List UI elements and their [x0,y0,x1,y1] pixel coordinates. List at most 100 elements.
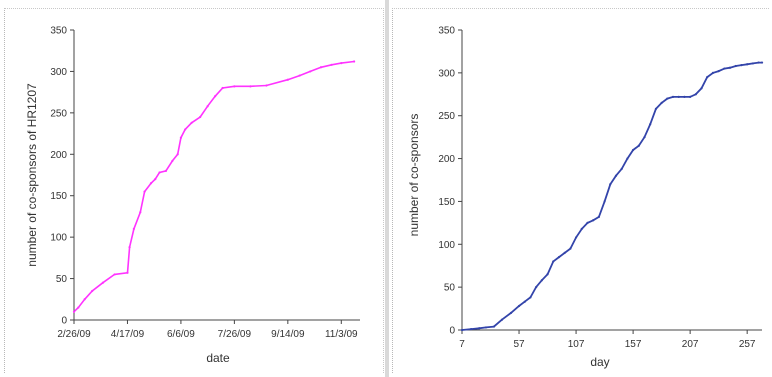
left-series-line [73,60,355,313]
left-data-point [353,60,356,63]
left-data-point [77,306,80,309]
left-data-point [340,62,343,65]
right-y-tick-label: 300 [438,68,455,79]
right-data-point [517,304,521,308]
left-x-tick-label: 4/17/09 [111,329,145,340]
left-data-point [184,128,187,131]
left-x-tick-label: 11/3/09 [325,329,358,340]
left-data-point [190,121,193,124]
left-data-point [171,159,174,163]
chart-panel-right [392,8,769,373]
right-data-point [632,148,635,152]
chart-panel-left [4,8,384,373]
left-data-point [91,289,94,293]
left-data-point [221,86,224,90]
left-data-point [149,182,153,185]
left-data-point [176,153,179,156]
right-y-tick-label: 350 [438,26,455,37]
right-data-point [760,61,764,64]
right-data-point [509,311,513,314]
right-data-point [626,157,629,160]
right-data-point [723,67,726,70]
right-x-ticks: 7 57 107 157 207 257 [459,330,756,350]
left-y-tick-label: 150 [50,191,67,202]
left-y-axis-label: number of co-sponsors of HR1207 [25,83,39,267]
left-data-point [101,281,104,284]
left-data-point [72,310,76,313]
right-series-points [460,61,764,332]
right-data-point [460,328,464,332]
left-data-point [113,273,116,276]
left-data-point [128,245,131,249]
right-data-point [470,328,473,331]
left-data-point [164,169,168,172]
right-data-point [546,273,549,276]
left-series-points [72,60,356,313]
right-data-point [706,76,709,79]
left-data-point [158,171,161,174]
left-data-point [206,105,209,108]
left-y-tick-label: 50 [56,274,68,285]
left-y-tick-label: 100 [50,233,67,244]
right-x-tick-label: 107 [568,339,585,350]
right-data-point [671,95,675,98]
left-data-point [83,298,86,301]
right-data-point [711,71,715,74]
left-y-tick-label: 350 [50,26,67,37]
right-y-axis-label: number of co-sponsors [407,114,421,237]
left-data-point [298,74,301,77]
left-x-ticks: 2/26/09 4/17/09 6/6/09 7/26/09 9/14/09 11/3/0… [57,320,358,340]
right-data-point [597,215,600,218]
left-data-point [143,190,146,193]
right-data-point [592,219,595,222]
right-data-point [689,95,692,98]
right-data-point [614,174,618,177]
left-y-tick-label: 250 [50,108,67,119]
right-y-tick-label: 200 [438,154,455,165]
right-data-point [746,63,749,66]
right-data-point [740,64,743,67]
right-y-ticks: 0 50 100 150 200 250 300 350 [438,26,462,337]
right-data-point [757,61,760,64]
left-data-point [286,78,289,81]
left-data-point [154,178,157,181]
right-data-point [580,227,583,230]
right-data-point [552,260,555,263]
right-series-line [461,61,762,331]
left-data-point [139,211,142,214]
right-data-point [478,327,481,330]
left-y-tick-label: 200 [50,150,67,161]
right-data-point [654,107,658,110]
left-data-point [214,95,217,98]
left-data-point [233,85,236,88]
right-data-point [717,70,720,73]
left-data-point [309,70,312,73]
right-x-tick-label: 57 [513,339,525,350]
left-data-point [132,227,135,230]
right-data-point [700,87,703,90]
left-data-point [330,63,333,66]
right-data-point [586,221,589,224]
left-y-tick-label: 300 [50,67,67,78]
left-x-tick-label: 7/26/09 [218,329,252,340]
right-data-point [574,236,578,239]
panel-divider [385,0,389,377]
right-data-point [666,97,669,100]
left-x-tick-label: 6/6/09 [167,329,195,340]
right-x-tick-label: 207 [682,339,699,350]
right-data-point [660,101,663,104]
left-data-point [126,271,129,274]
right-data-point [609,183,612,186]
right-data-point [728,66,732,69]
left-x-axis-label: date [206,351,230,365]
left-x-tick-label: 2/26/09 [57,329,91,340]
right-data-point [751,62,754,65]
left-x-tick-label: 9/14/09 [271,329,305,340]
left-data-point [249,85,252,88]
left-data-point [265,84,268,87]
right-data-point [620,167,623,170]
right-x-axis-label: day [590,355,609,369]
right-data-point [563,251,566,254]
right-data-point [649,123,652,126]
